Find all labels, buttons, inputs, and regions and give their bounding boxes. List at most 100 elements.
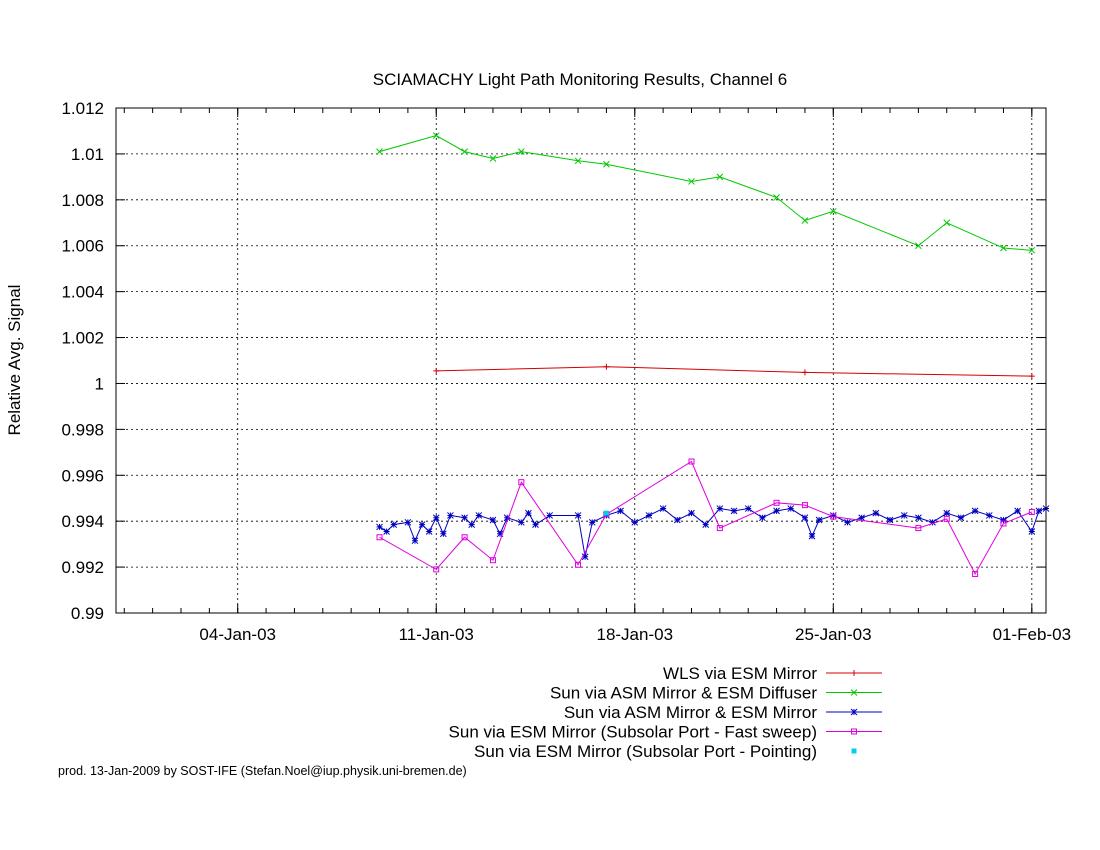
data-point xyxy=(886,516,894,524)
series-4 xyxy=(603,510,609,516)
series-1 xyxy=(376,132,1036,254)
data-point xyxy=(383,528,390,535)
data-point xyxy=(411,537,419,545)
data-point xyxy=(489,516,497,524)
data-point xyxy=(801,369,808,376)
data-point xyxy=(801,514,809,522)
data-point xyxy=(659,505,667,512)
data-point xyxy=(433,367,440,374)
data-point xyxy=(432,514,440,522)
data-point xyxy=(744,505,752,512)
data-point xyxy=(858,514,866,522)
data-point xyxy=(830,513,837,520)
data-point xyxy=(390,521,398,528)
data-point xyxy=(532,521,539,528)
y-tick-label: 0.994 xyxy=(61,512,104,531)
legend-marker xyxy=(850,708,858,716)
data-point xyxy=(702,521,710,528)
data-point xyxy=(574,157,582,165)
data-point xyxy=(716,505,724,512)
data-point xyxy=(808,532,816,540)
y-tick-label: 1.012 xyxy=(61,99,104,118)
data-point xyxy=(688,178,695,185)
data-point xyxy=(1028,528,1036,535)
data-point xyxy=(631,518,639,526)
x-tick-label: 04-Jan-03 xyxy=(199,625,276,644)
data-point xyxy=(801,217,809,224)
series-3 xyxy=(376,458,1035,577)
data-point xyxy=(1035,507,1043,515)
data-point xyxy=(581,553,589,561)
series-line xyxy=(379,135,1032,251)
data-point xyxy=(972,570,979,577)
series-0 xyxy=(433,363,1035,380)
data-point xyxy=(418,521,426,528)
y-tick-label: 0.99 xyxy=(71,604,104,623)
x-tick-label: 25-Jan-03 xyxy=(795,625,872,644)
y-tick-label: 0.996 xyxy=(61,466,104,485)
data-point xyxy=(603,160,610,168)
data-point xyxy=(376,534,383,541)
data-point xyxy=(518,479,525,486)
data-point xyxy=(801,502,808,509)
data-point xyxy=(376,148,383,155)
data-point xyxy=(829,207,837,215)
data-point xyxy=(439,530,447,538)
y-tick-label: 1.01 xyxy=(71,145,104,164)
legend-marker xyxy=(851,670,857,676)
data-point xyxy=(489,155,497,162)
y-tick-label: 0.998 xyxy=(61,420,104,439)
data-point xyxy=(943,509,951,517)
data-point xyxy=(773,194,780,201)
credit-line: prod. 13-Jan-2009 by SOST-IFE (Stefan.No… xyxy=(58,764,467,778)
x-tick-label: 11-Jan-03 xyxy=(399,625,474,644)
data-point xyxy=(617,507,624,515)
series-2 xyxy=(376,505,1050,561)
legend-label: Sun via ESM Mirror (Subsolar Port - Poin… xyxy=(474,742,817,761)
data-point xyxy=(716,173,724,181)
x-tick-label: 18-Jan-03 xyxy=(596,625,673,644)
data-point xyxy=(985,512,993,519)
data-point xyxy=(461,534,468,541)
data-point xyxy=(915,242,922,250)
data-point xyxy=(815,516,823,524)
data-point xyxy=(503,514,511,522)
data-point xyxy=(574,512,582,519)
legend-marker xyxy=(850,689,858,696)
data-point xyxy=(673,516,681,524)
data-point xyxy=(716,525,723,532)
data-point xyxy=(461,514,468,522)
data-point xyxy=(1000,516,1007,524)
legend-label: Sun via ASM Mirror & ESM Mirror xyxy=(564,703,817,722)
data-point xyxy=(929,518,936,526)
data-point xyxy=(588,518,596,526)
data-point xyxy=(645,512,653,519)
data-point xyxy=(475,512,483,519)
data-point xyxy=(404,518,412,526)
data-point xyxy=(433,566,440,573)
data-point xyxy=(432,132,440,139)
data-point xyxy=(1028,246,1036,254)
data-point xyxy=(759,514,766,522)
legend-label: Sun via ESM Mirror (Subsolar Port - Fast… xyxy=(449,723,817,742)
y-tick-label: 1.002 xyxy=(61,329,104,348)
plot-series xyxy=(376,132,1050,577)
data-point xyxy=(688,458,695,465)
y-tick-label: 0.992 xyxy=(61,558,104,577)
data-point xyxy=(603,363,610,370)
legend-label: WLS via ESM Mirror xyxy=(663,664,817,683)
data-point xyxy=(1014,507,1021,515)
data-point xyxy=(546,512,554,519)
data-point xyxy=(915,525,922,532)
data-point xyxy=(844,518,851,526)
data-point xyxy=(376,523,383,531)
data-point xyxy=(971,507,979,515)
data-point xyxy=(787,505,795,512)
data-point xyxy=(575,561,582,568)
data-point xyxy=(517,518,525,526)
chart-title: SCIAMACHY Light Path Monitoring Results,… xyxy=(373,70,788,89)
data-point xyxy=(957,514,965,522)
data-point xyxy=(872,509,880,517)
data-point xyxy=(943,515,950,522)
